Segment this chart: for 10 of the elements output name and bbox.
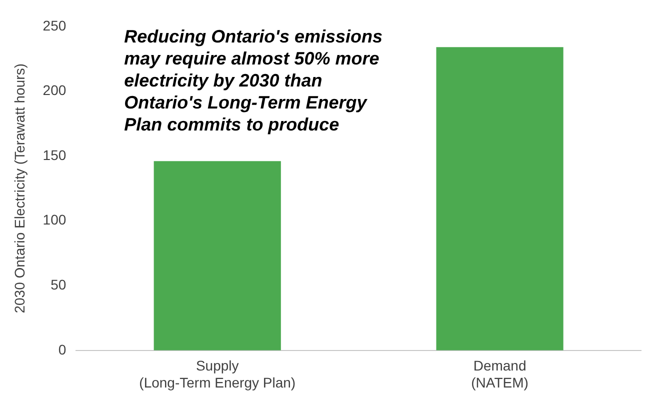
y-tick-label: 250 <box>42 17 66 34</box>
y-tick-label: 50 <box>50 276 66 292</box>
x-tick-label: Supply (Long-Term Energy Plan) <box>139 358 296 390</box>
y-axis-title: 2030 Ontario Electricity (Terawatt hours) <box>11 64 28 314</box>
y-tick-label: 100 <box>42 212 66 228</box>
annotation: Reducing Ontario's emissions may require almost 50% more electricity by 2030 than Ontario's Long-Term Energy Plan commits to produce <box>124 26 382 134</box>
y-tick-label: 0 <box>58 341 66 358</box>
y-tick-label: 200 <box>42 82 66 98</box>
x-tick-label: Demand (NATEM) <box>471 358 528 390</box>
y-tick-label: 150 <box>42 146 66 163</box>
